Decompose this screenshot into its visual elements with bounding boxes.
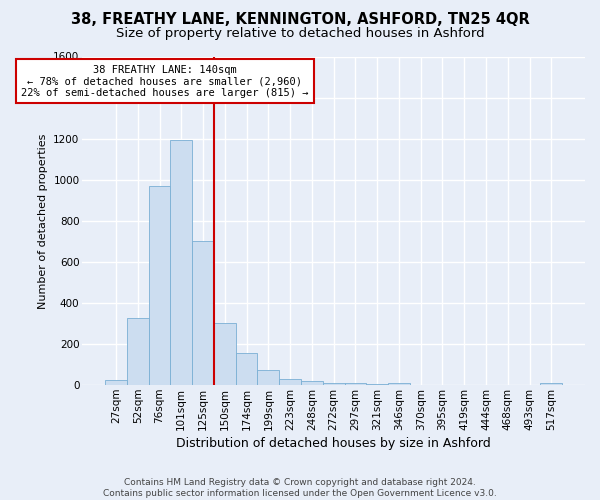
Bar (541, 383, 562, 385)
Bar (105, 380, 127, 385)
Text: 38, FREATHY LANE, KENNINGTON, ASHFORD, TN25 4QR: 38, FREATHY LANE, KENNINGTON, ASHFORD, T… (71, 12, 529, 28)
Text: Contains HM Land Registry data © Crown copyright and database right 2024.
Contai: Contains HM Land Registry data © Crown c… (103, 478, 497, 498)
Bar (279, 379, 301, 385)
Bar (344, 383, 366, 385)
Bar (127, 318, 149, 385)
Bar (301, 382, 323, 385)
X-axis label: Distribution of detached houses by size in Ashford: Distribution of detached houses by size … (176, 437, 491, 450)
Bar (170, 140, 192, 385)
Bar (323, 382, 344, 385)
Y-axis label: Number of detached properties: Number of detached properties (38, 133, 47, 308)
Bar (149, 186, 170, 385)
Text: Size of property relative to detached houses in Ashford: Size of property relative to detached ho… (116, 28, 484, 40)
Bar (236, 354, 257, 385)
Bar (257, 370, 279, 385)
Bar (366, 384, 388, 385)
Bar (214, 322, 236, 385)
Bar (192, 242, 214, 385)
Bar (388, 382, 410, 385)
Text: 38 FREATHY LANE: 140sqm
← 78% of detached houses are smaller (2,960)
22% of semi: 38 FREATHY LANE: 140sqm ← 78% of detache… (21, 64, 309, 98)
